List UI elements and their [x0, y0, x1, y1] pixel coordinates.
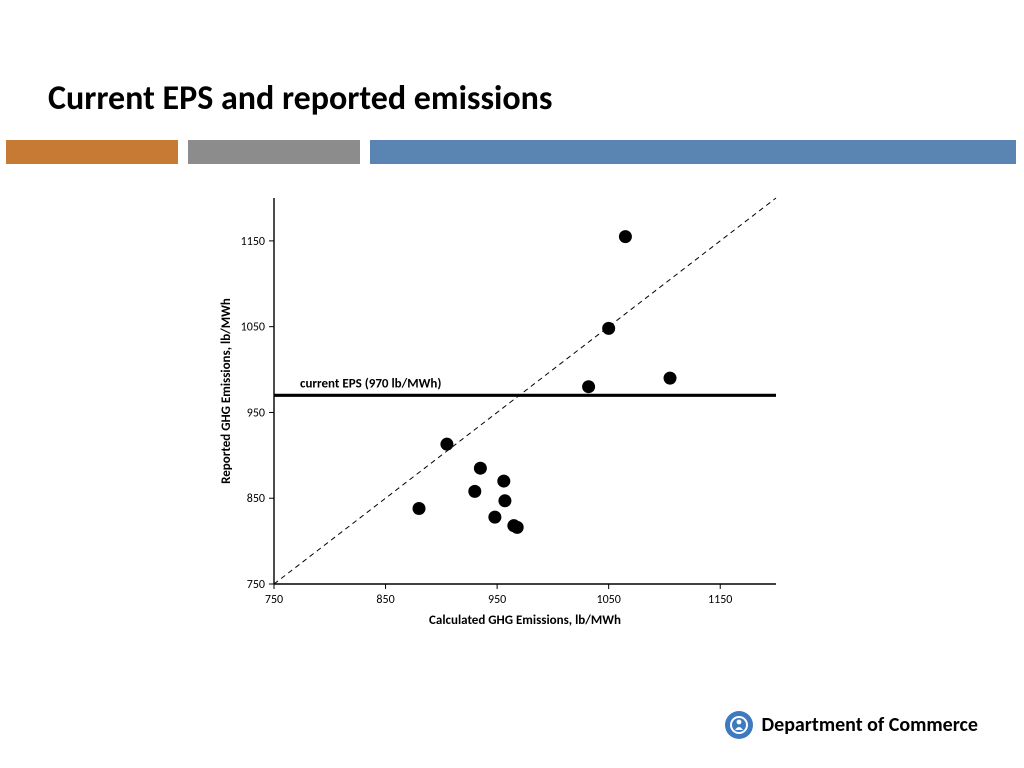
data-point: [497, 475, 510, 488]
stripe-orange: [6, 140, 178, 164]
x-tick-label: 750: [265, 593, 283, 607]
y-tick-label: 950: [247, 406, 265, 420]
stripe-gray: [188, 140, 360, 164]
state-seal-icon: [724, 710, 754, 740]
emissions-scatter-chart: current EPS (970 lb/MWh) 750 850 950 1050 115…: [216, 192, 792, 632]
data-point: [664, 372, 677, 385]
y-tick-label: 850: [247, 492, 265, 506]
x-tick-label: 1050: [597, 593, 621, 607]
page-title: Current EPS and reported emissions: [48, 78, 553, 119]
data-point: [602, 322, 615, 335]
x-axis-label: Calculated GHG Emissions, lb/MWh: [429, 613, 621, 628]
x-tick-label: 850: [376, 593, 394, 607]
chart-svg: current EPS (970 lb/MWh) 750 850 950 1050 115…: [216, 192, 792, 632]
data-point: [619, 230, 632, 243]
y-tick-label: 1050: [241, 321, 265, 335]
x-tick-label: 950: [488, 593, 506, 607]
data-point: [498, 494, 511, 507]
footer-text: Department of Commerce: [762, 713, 978, 737]
eps-label: current EPS (970 lb/MWh): [300, 376, 441, 391]
data-point: [468, 485, 481, 498]
data-point: [413, 502, 426, 515]
y-tick-label: 1150: [241, 235, 265, 249]
data-point: [488, 511, 501, 524]
data-point: [440, 438, 453, 451]
footer: Department of Commerce: [724, 710, 978, 740]
x-tick-label: 1150: [708, 593, 732, 607]
data-point: [474, 462, 487, 475]
y-tick-label: 750: [247, 578, 265, 592]
data-point: [511, 521, 524, 534]
y-axis-label: Reported GHG Emissions, lb/MWh: [219, 298, 234, 484]
data-point: [582, 380, 595, 393]
stripe-blue: [370, 140, 1016, 164]
